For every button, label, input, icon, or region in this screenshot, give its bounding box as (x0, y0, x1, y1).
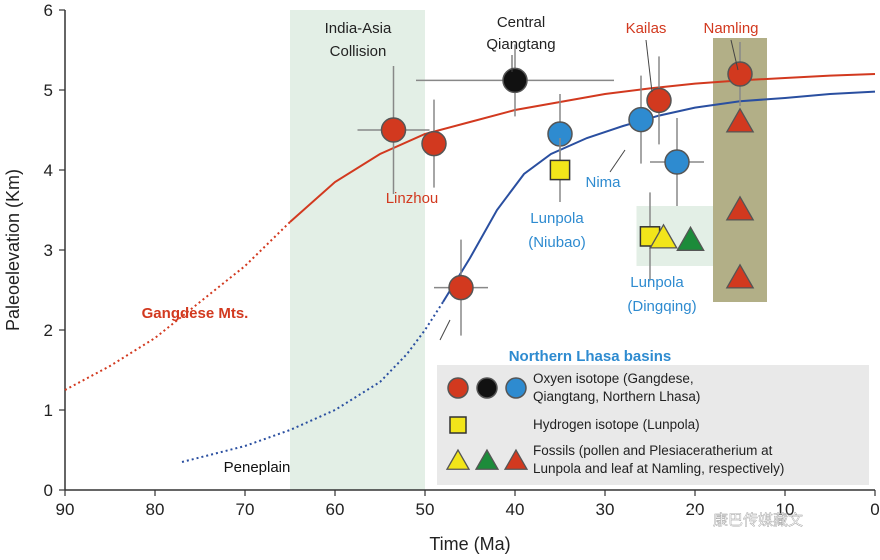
data-point-5-0 (549, 159, 571, 181)
annotation-label: Northern Lhasa basins (509, 348, 672, 365)
data-point-4-1 (628, 106, 654, 133)
legend-symbol (447, 377, 469, 399)
legend-symbol (505, 377, 527, 399)
wechat-icon-secondary (691, 515, 707, 531)
legend-symbol (474, 448, 500, 470)
annotation-label: (Dingqing) (627, 298, 696, 315)
band-0 (290, 10, 425, 490)
legend-label: Oxyen isotope (Gangdese, (533, 371, 694, 386)
annotation-label: (Niubao) (528, 234, 586, 251)
annotation-label: Linzhou (386, 190, 439, 207)
annotation-leader (439, 319, 451, 341)
y-axis-title: Paleoelevation (Km) (3, 169, 23, 331)
data-point-2-3 (646, 87, 672, 114)
data-point-6-0 (649, 223, 678, 249)
x-tick-label: 20 (686, 500, 705, 519)
curve-solid-1 (442, 90, 876, 303)
data-point-2-2 (448, 274, 474, 301)
x-tick-label: 80 (146, 500, 165, 519)
x-tick-label: 90 (56, 500, 75, 519)
y-tick-label: 4 (44, 161, 53, 180)
legend-label: Hydrogen isotope (Lunpola) (533, 417, 700, 432)
x-tick-label: 60 (326, 500, 345, 519)
annotation-leader (609, 149, 626, 173)
legend-label: Qiangtang, Northern Lhasa) (533, 389, 700, 404)
data-point-2-1 (421, 130, 447, 157)
watermark-text: 康巴传媒藏文 (713, 511, 803, 529)
annotation-label: Nima (585, 174, 621, 191)
annotation-label: Gangdese Mts. (142, 305, 249, 322)
data-point-4-2 (664, 149, 690, 175)
annotation-label: India-Asia (325, 20, 392, 37)
annotation-leader (730, 39, 739, 71)
x-tick-label: 70 (236, 500, 255, 519)
annotation-label: Namling (703, 20, 758, 37)
y-tick-label: 3 (44, 241, 53, 260)
legend-symbol (503, 448, 529, 470)
legend-label: Lunpola and leaf at Namling, respectivel… (533, 461, 784, 476)
y-tick-label: 0 (44, 481, 53, 500)
data-point-7-0 (676, 225, 705, 251)
wechat-icon (680, 509, 700, 529)
x-tick-label: 30 (596, 500, 615, 519)
x-tick-label: 40 (506, 500, 525, 519)
legend-symbol (445, 448, 471, 470)
x-tick-label: 50 (416, 500, 435, 519)
x-tick-label: 0 (870, 500, 879, 519)
legend-label: Fossils (pollen and Plesiaceratherium at (533, 443, 773, 458)
data-point-3-0 (502, 67, 528, 94)
x-axis-title: Time (Ma) (429, 534, 510, 554)
data-point-2-0 (380, 117, 407, 143)
y-tick-label: 2 (44, 321, 53, 340)
curve-solid-0 (289, 73, 876, 223)
y-tick-label: 6 (44, 1, 53, 20)
annotation-label: Lunpola (530, 210, 584, 227)
annotation-label: Peneplain (224, 459, 291, 476)
annotation-label: Collision (330, 43, 387, 60)
legend-symbol (449, 416, 467, 434)
watermark: 康巴传媒藏文 (680, 509, 803, 531)
annotation-label: Central (497, 14, 545, 31)
annotation-label: Qiangtang (486, 36, 555, 53)
annotation-label: Kailas (626, 20, 667, 37)
y-tick-label: 1 (44, 401, 53, 420)
x-tick-label: 10 (776, 500, 795, 519)
data-point-8-0 (725, 107, 755, 133)
annotation-leader (645, 39, 653, 93)
data-point-8-2 (725, 263, 755, 289)
legend-symbol (476, 377, 498, 399)
annotation-label: Lunpola (630, 274, 684, 291)
data-point-2-4 (727, 61, 753, 87)
y-tick-label: 5 (44, 81, 53, 100)
data-point-8-1 (725, 195, 755, 221)
